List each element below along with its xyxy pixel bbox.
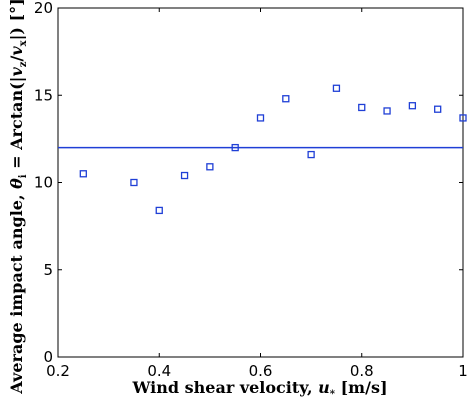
data-point: [459, 114, 467, 122]
y-tick-label: 10: [34, 174, 53, 192]
x-tick-label: 0.8: [350, 362, 374, 380]
data-points: [79, 84, 467, 215]
y-axis-title: Average impact angle, θi = Arctan(|vz/vx…: [7, 0, 29, 395]
x-tick-label: 0.2: [46, 362, 70, 380]
data-point: [332, 84, 341, 92]
x-axis-title: Wind shear velocity, u* [m/s]: [131, 378, 387, 400]
data-point: [231, 143, 239, 152]
data-point: [130, 178, 138, 187]
y-tick-label: 20: [34, 0, 53, 17]
data-point: [79, 170, 87, 178]
x-tick-label: 0.4: [147, 362, 171, 380]
x-tick-label: 0.6: [249, 362, 273, 380]
data-point: [408, 102, 417, 110]
data-point: [434, 105, 442, 113]
data-point: [307, 150, 315, 159]
y-axis-ticks: 0 5 10 15 20: [34, 0, 463, 366]
x-tick-label: 1: [458, 362, 468, 380]
y-tick-label: 0: [43, 348, 53, 366]
data-point: [180, 171, 189, 180]
data-point: [358, 103, 366, 112]
data-point: [383, 107, 391, 115]
y-tick-label: 5: [43, 261, 53, 279]
plot-area: [57, 7, 464, 358]
data-point: [282, 95, 290, 103]
x-axis-ticks: 0.2 0.4 0.6 0.8 1: [46, 8, 468, 380]
data-point: [155, 206, 163, 215]
data-point: [256, 114, 265, 122]
data-point: [206, 163, 214, 171]
y-tick-label: 15: [34, 86, 53, 104]
